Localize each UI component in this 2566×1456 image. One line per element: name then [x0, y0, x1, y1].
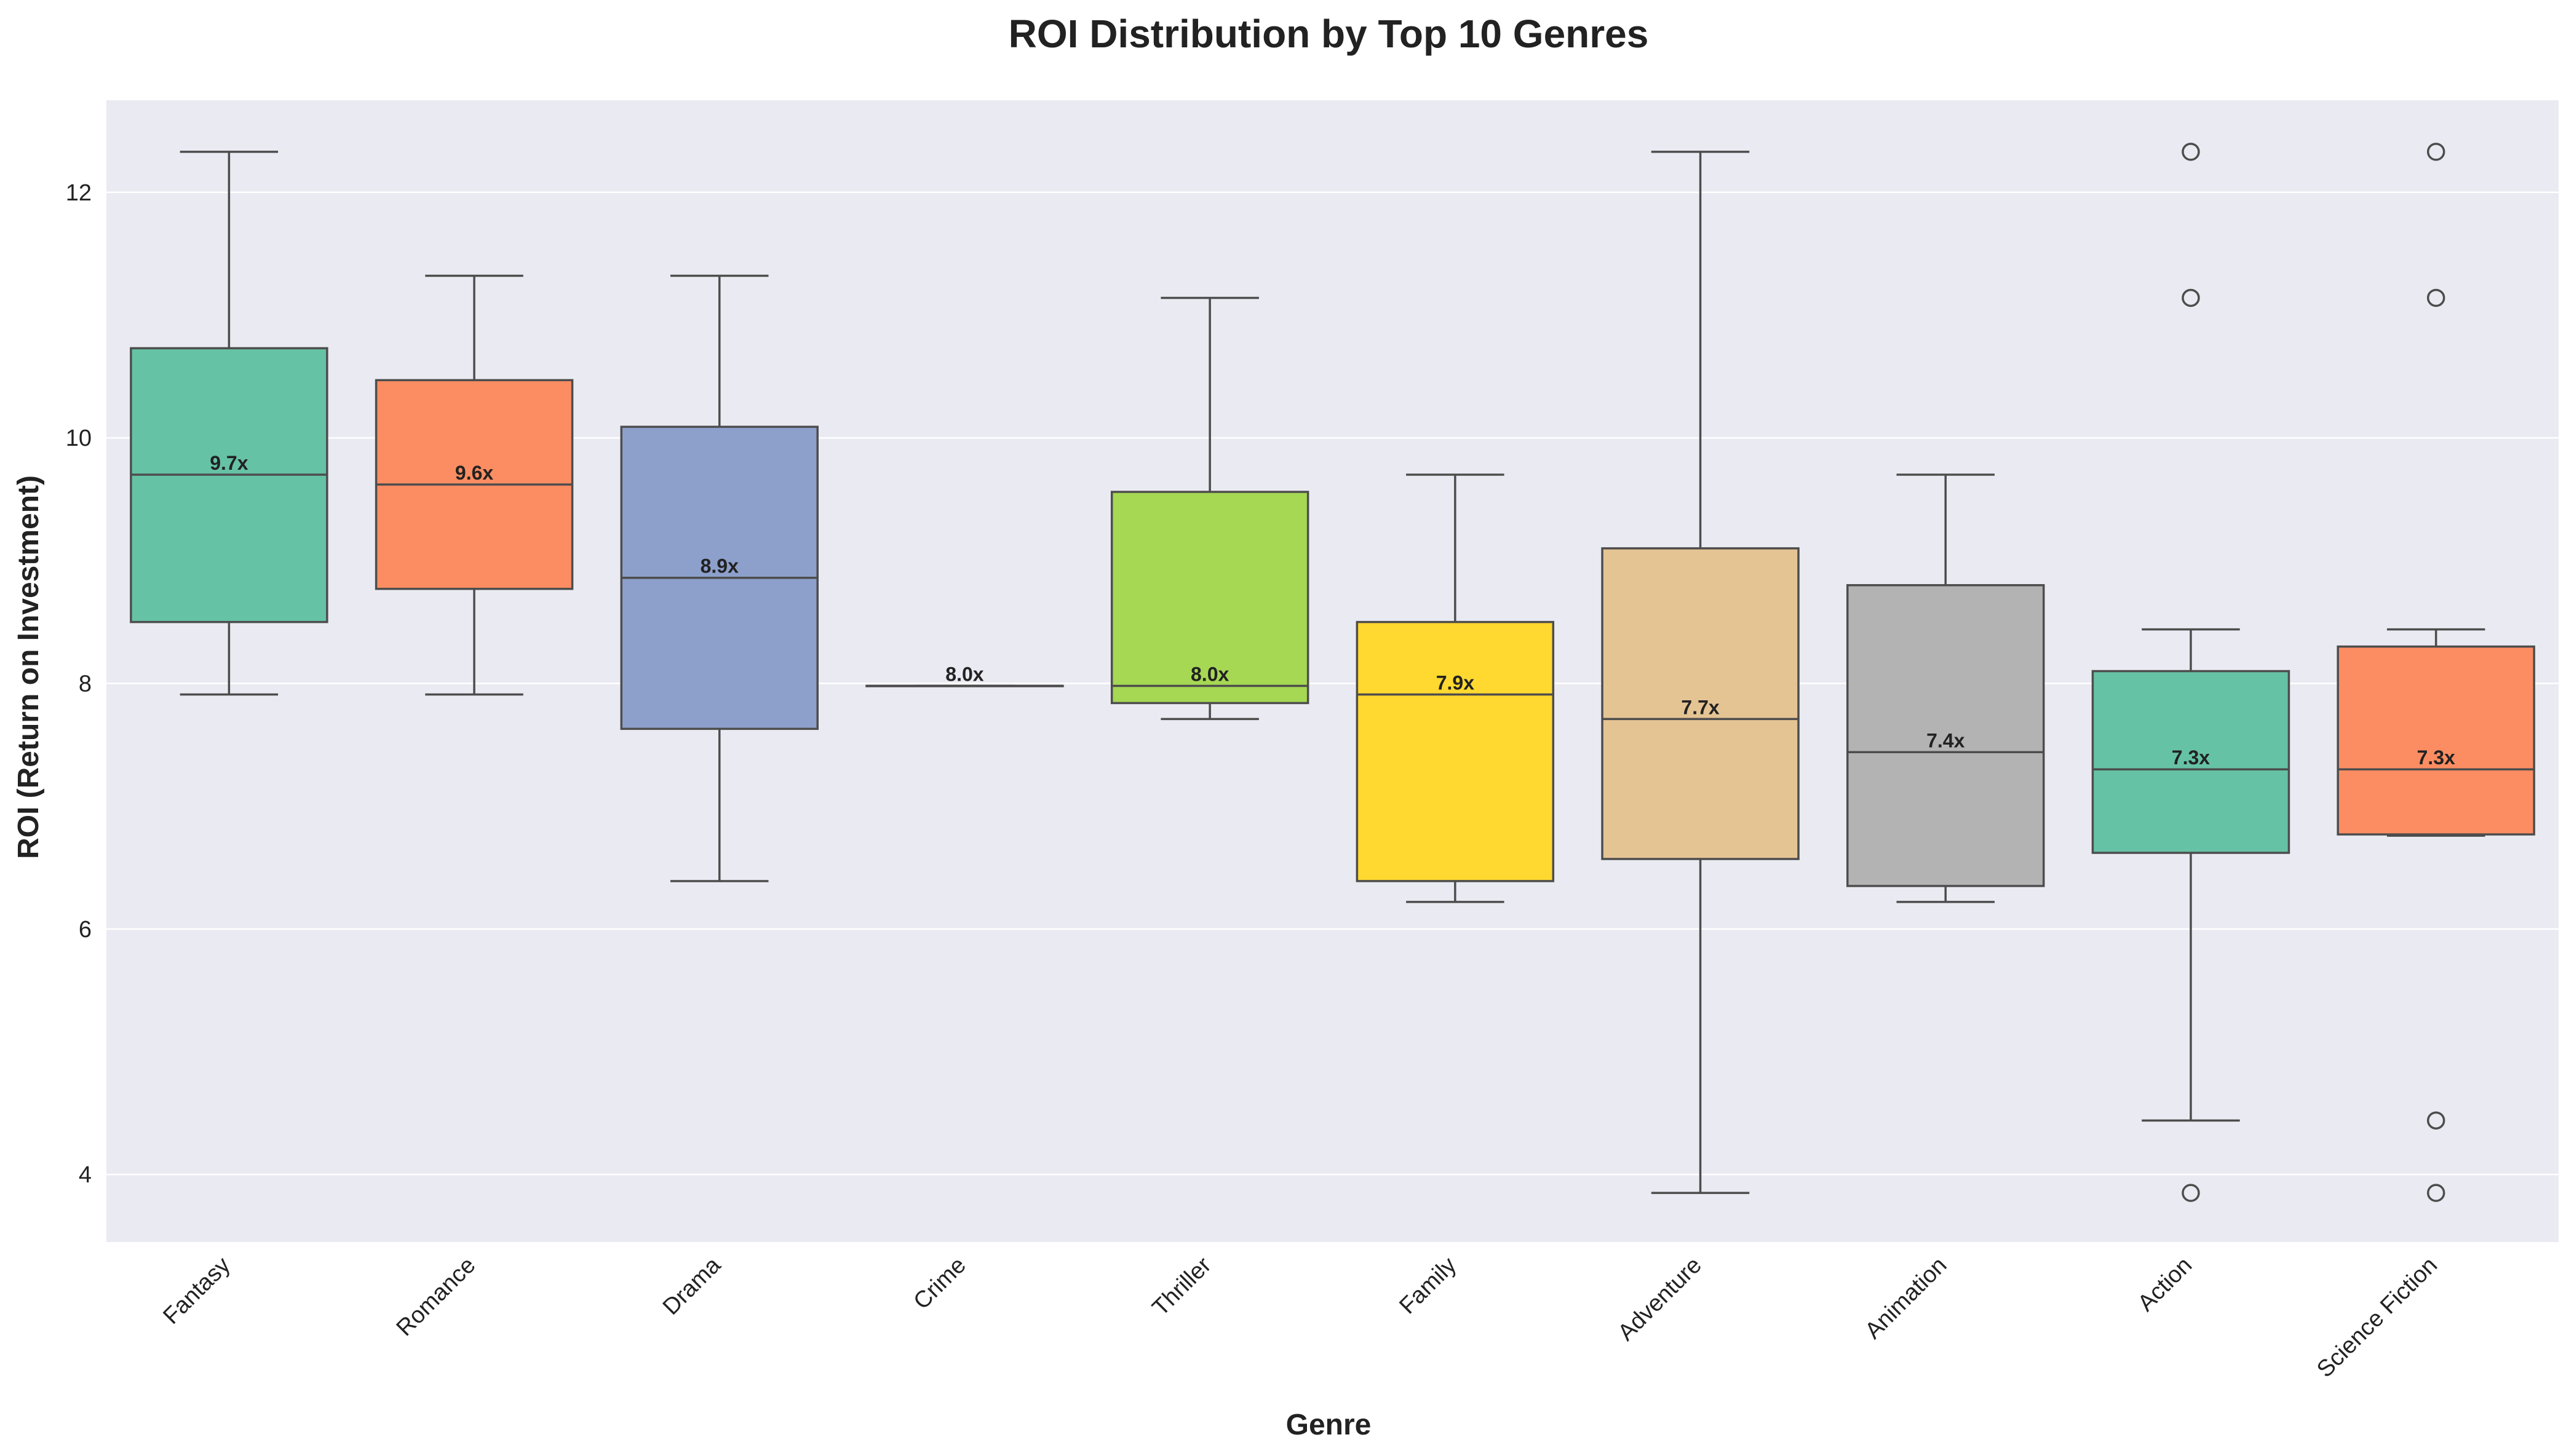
median-value-label: 7.7x	[1681, 696, 1719, 718]
median-value-label: 8.0x	[945, 663, 983, 685]
outlier-point	[2182, 288, 2200, 307]
median-value-label: 7.4x	[1926, 729, 1964, 751]
iqr-box	[130, 347, 328, 623]
x-tick-label: Romance	[392, 1252, 481, 1342]
median-labels: 9.7x 9.6x 8.9x 8.0x 8.0x 7.9x 7.7x 7.4x 7.3x 7.3x	[210, 452, 2455, 769]
x-axis-label: Genre	[1286, 1409, 1372, 1441]
iqr-box	[1846, 584, 2045, 887]
median-value-label: 9.6x	[455, 462, 493, 484]
x-tick-label: Science Fiction	[2312, 1252, 2442, 1383]
iqr-box	[1356, 620, 1555, 882]
box-family	[1356, 473, 1555, 903]
y-tick-label: 8	[79, 671, 92, 697]
iqr-box	[1110, 491, 1309, 705]
median-value-label: 9.7x	[210, 452, 248, 474]
box-adventure	[1601, 151, 1800, 1194]
outlier-point	[2426, 1111, 2445, 1130]
y-axis-label: ROI (Return on Investment)	[12, 475, 45, 859]
chart-title: ROI Distribution by Top 10 Genres	[1009, 12, 1649, 56]
outlier-point	[2426, 143, 2445, 161]
box-science-fiction	[2337, 143, 2535, 1202]
y-axis-ticks: 4 6 8 10 12	[66, 180, 92, 1188]
outlier-point	[2426, 288, 2445, 307]
x-tick-label: Action	[2133, 1252, 2197, 1316]
x-tick-label: Family	[1394, 1252, 1461, 1320]
x-tick-label: Drama	[658, 1252, 726, 1320]
y-tick-label: 10	[66, 425, 92, 451]
x-tick-label: Fantasy	[158, 1252, 235, 1329]
box-thriller	[1110, 296, 1309, 721]
median-value-label: 8.9x	[701, 555, 739, 577]
iqr-box	[2337, 645, 2535, 836]
x-tick-label: Crime	[908, 1252, 971, 1315]
iqr-box	[2091, 670, 2290, 854]
x-tick-label: Thriller	[1148, 1252, 1217, 1321]
median-value-label: 8.0x	[1191, 663, 1229, 685]
x-tick-label: Adventure	[1613, 1252, 1707, 1346]
iqr-box	[1601, 547, 1800, 860]
y-tick-label: 12	[66, 180, 92, 206]
y-tick-label: 4	[79, 1162, 92, 1188]
median-value-label: 7.9x	[1436, 671, 1474, 694]
y-tick-label: 6	[79, 917, 92, 943]
x-axis-ticks: Fantasy Romance Drama Crime Thriller Family Ad…	[158, 1252, 2442, 1383]
median-value-label: 7.3x	[2172, 746, 2210, 769]
outlier-point	[2182, 143, 2200, 161]
outlier-point	[2426, 1184, 2445, 1202]
outlier-point	[2182, 1184, 2200, 1202]
box-drama	[620, 274, 819, 882]
box-animation	[1846, 473, 2045, 903]
x-tick-label: Animation	[1860, 1252, 1952, 1344]
box-action	[2091, 143, 2290, 1202]
median-value-label: 7.3x	[2417, 746, 2455, 769]
box-romance	[375, 274, 574, 696]
box-fantasy	[130, 151, 328, 696]
boxes	[130, 143, 2535, 1202]
